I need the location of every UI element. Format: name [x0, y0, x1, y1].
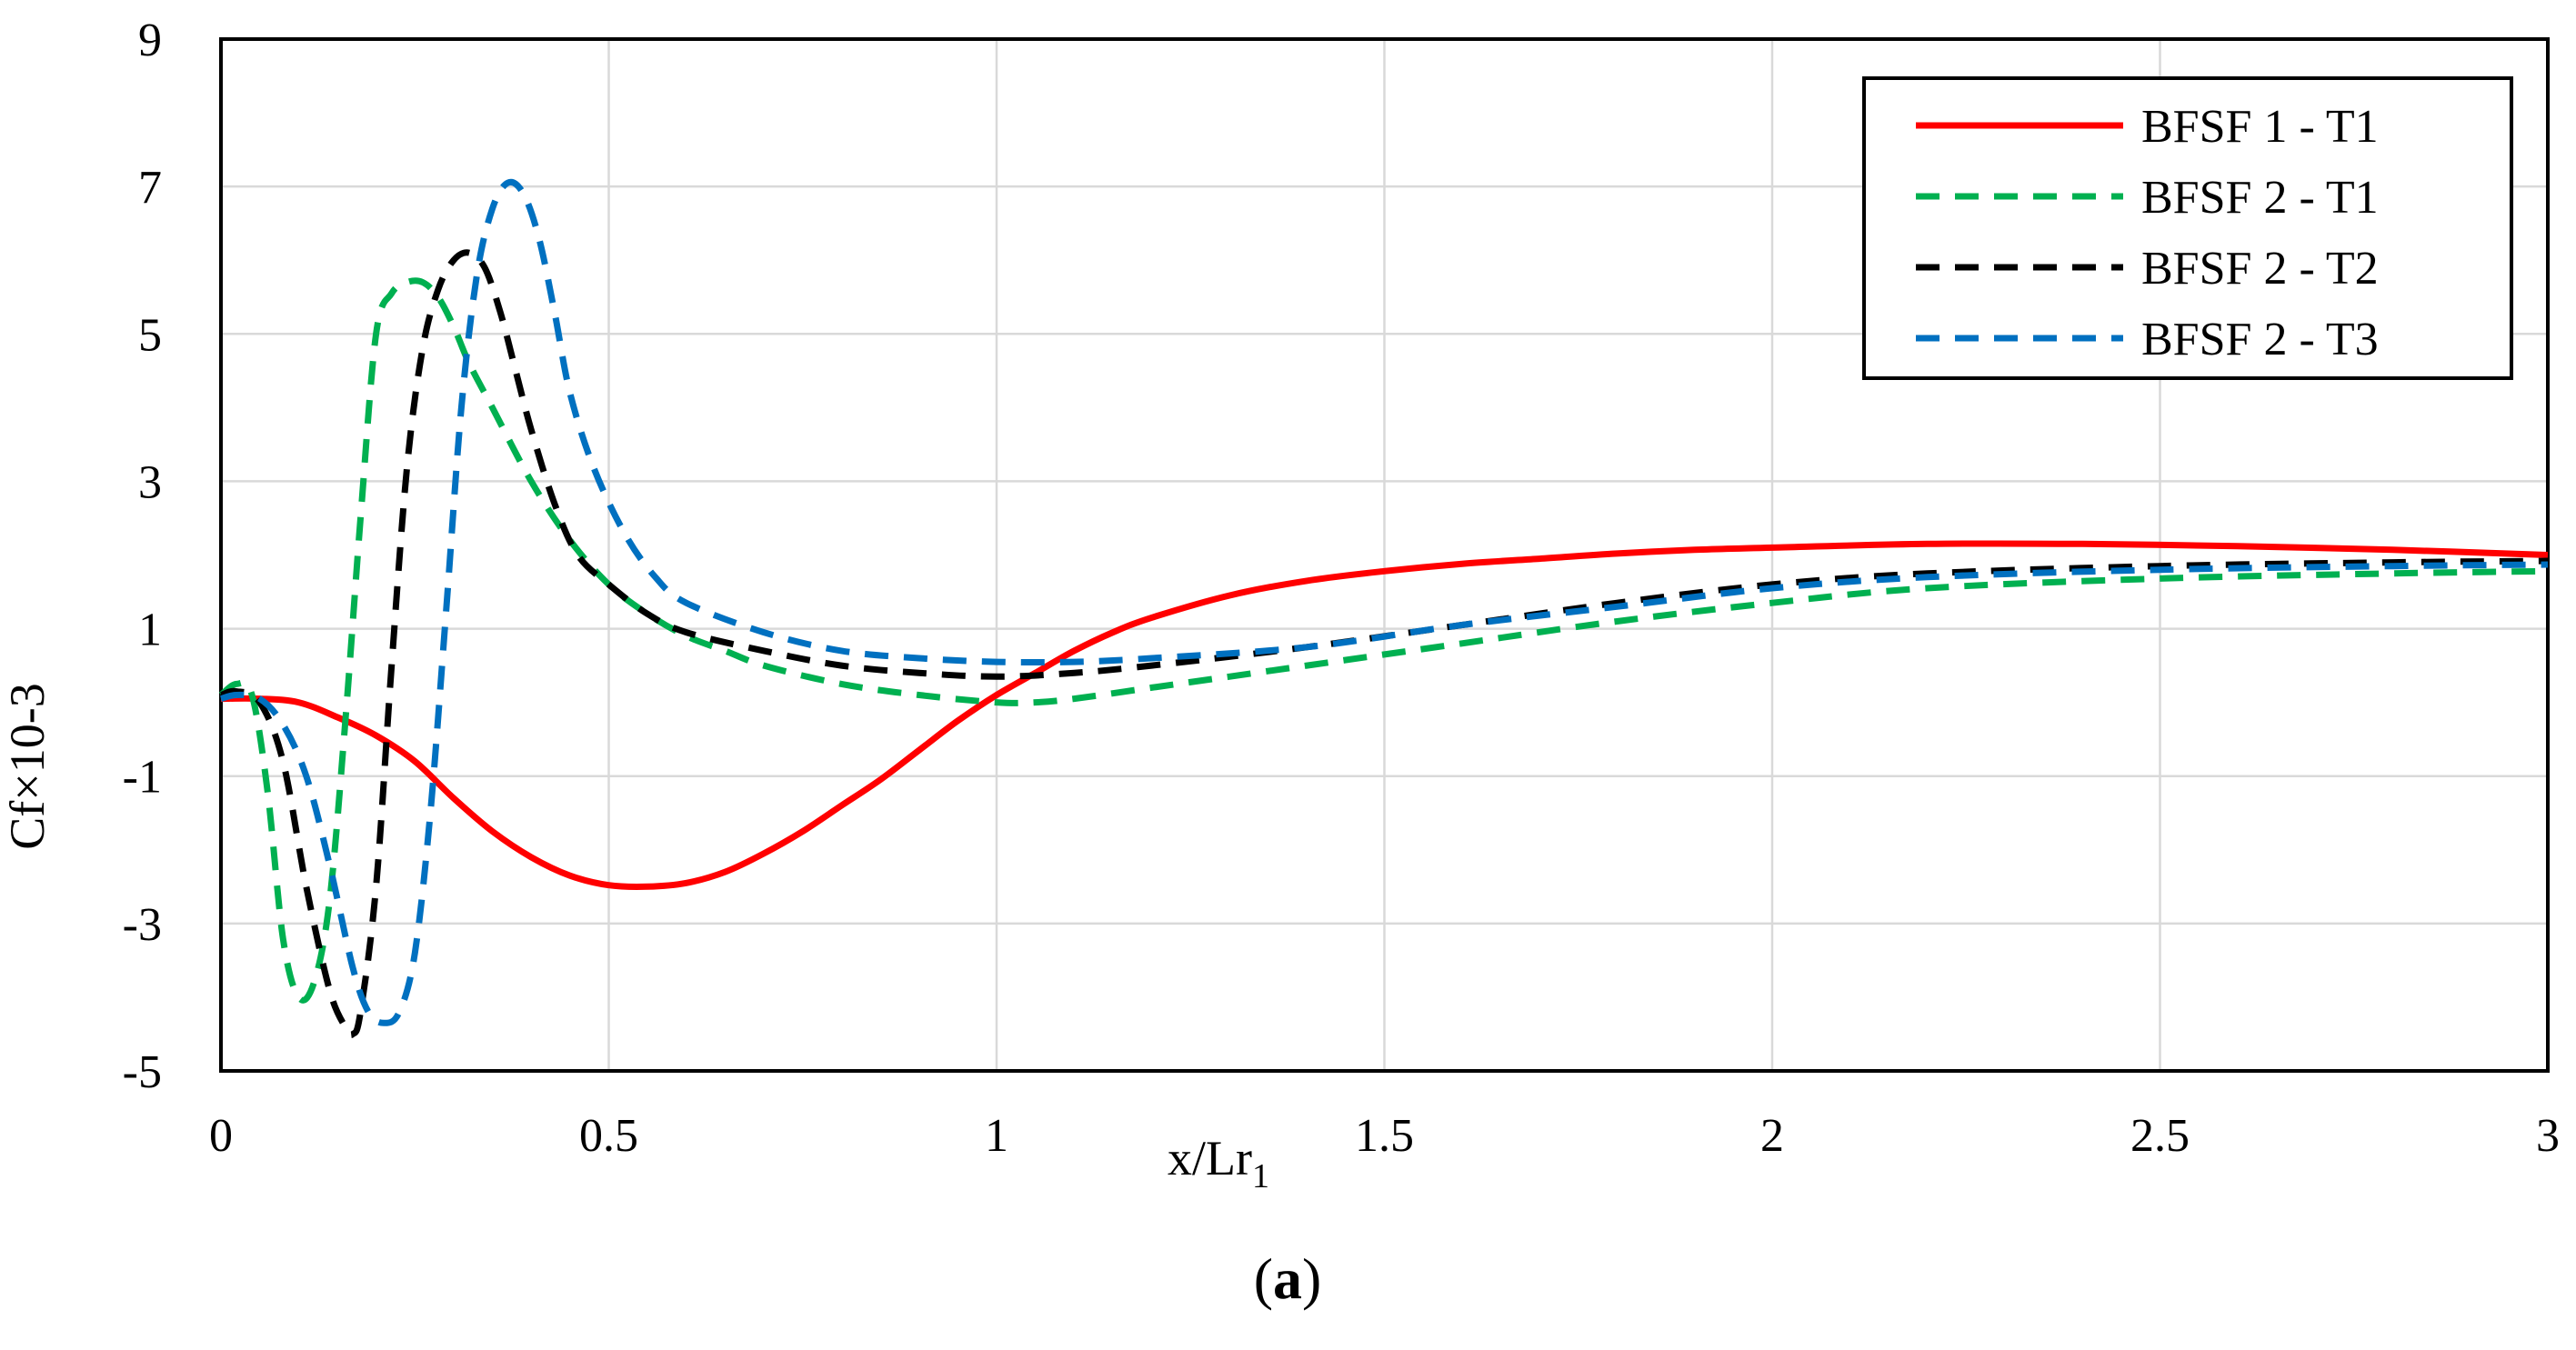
series-group [218, 178, 2549, 1038]
x-axis-title: x/Lr1 [1168, 1131, 1269, 1195]
legend-label-bfsf-2-t1: BFSF 2 - T1 [2141, 172, 2379, 224]
y-tick-label: -1 [123, 752, 162, 804]
y-tick-label: 3 [138, 456, 162, 508]
y-tick-label: 9 [138, 15, 162, 66]
x-tick-label: 1.5 [1355, 1110, 1414, 1162]
legend-label-bfsf-2-t3: BFSF 2 - T3 [2141, 314, 2379, 365]
y-tick-label: 7 [138, 162, 162, 214]
y-axis-title: Cf×10-3 [0, 683, 55, 849]
caption-close-paren: ) [1302, 1246, 1321, 1311]
x-tick-label: 1 [985, 1110, 1008, 1162]
series-line-bfsf-2-t1 [218, 277, 2549, 1004]
legend: BFSF 1 - T1 BFSF 2 - T1 BFSF 2 - T2 BFSF 2 … [1862, 76, 2513, 380]
x-axis-title-subscript: 1 [1252, 1157, 1269, 1195]
y-tick-label: -5 [123, 1046, 162, 1098]
series-line-bfsf-2-t2 [219, 249, 2549, 1038]
series-line-bfsf-2-t3 [219, 178, 2549, 1026]
caption-letter: a [1273, 1246, 1302, 1311]
x-tick-label: 0 [209, 1110, 233, 1162]
x-axis-title-main: x/Lr [1168, 1131, 1252, 1185]
x-tick-label: 0.5 [579, 1110, 638, 1162]
x-tick-label: 2 [1760, 1110, 1784, 1162]
x-tick-label: 3 [2536, 1110, 2560, 1162]
caption-open-paren: ( [1254, 1246, 1273, 1311]
legend-label-bfsf-1-t1: BFSF 1 - T1 [2141, 101, 2379, 153]
figure-caption: (a) [1254, 1246, 1322, 1311]
legend-label-bfsf-2-t2: BFSF 2 - T2 [2141, 243, 2379, 295]
y-tick-label: 5 [138, 309, 162, 361]
y-tick-label: 1 [138, 605, 162, 656]
x-tick-label: 2.5 [2130, 1110, 2190, 1162]
y-tick-label: -3 [123, 899, 162, 951]
tick-labels: 0 0.5 1 1.5 2 2.5 3 -5 -3 -1 1 3 5 7 9 [123, 15, 2560, 1162]
